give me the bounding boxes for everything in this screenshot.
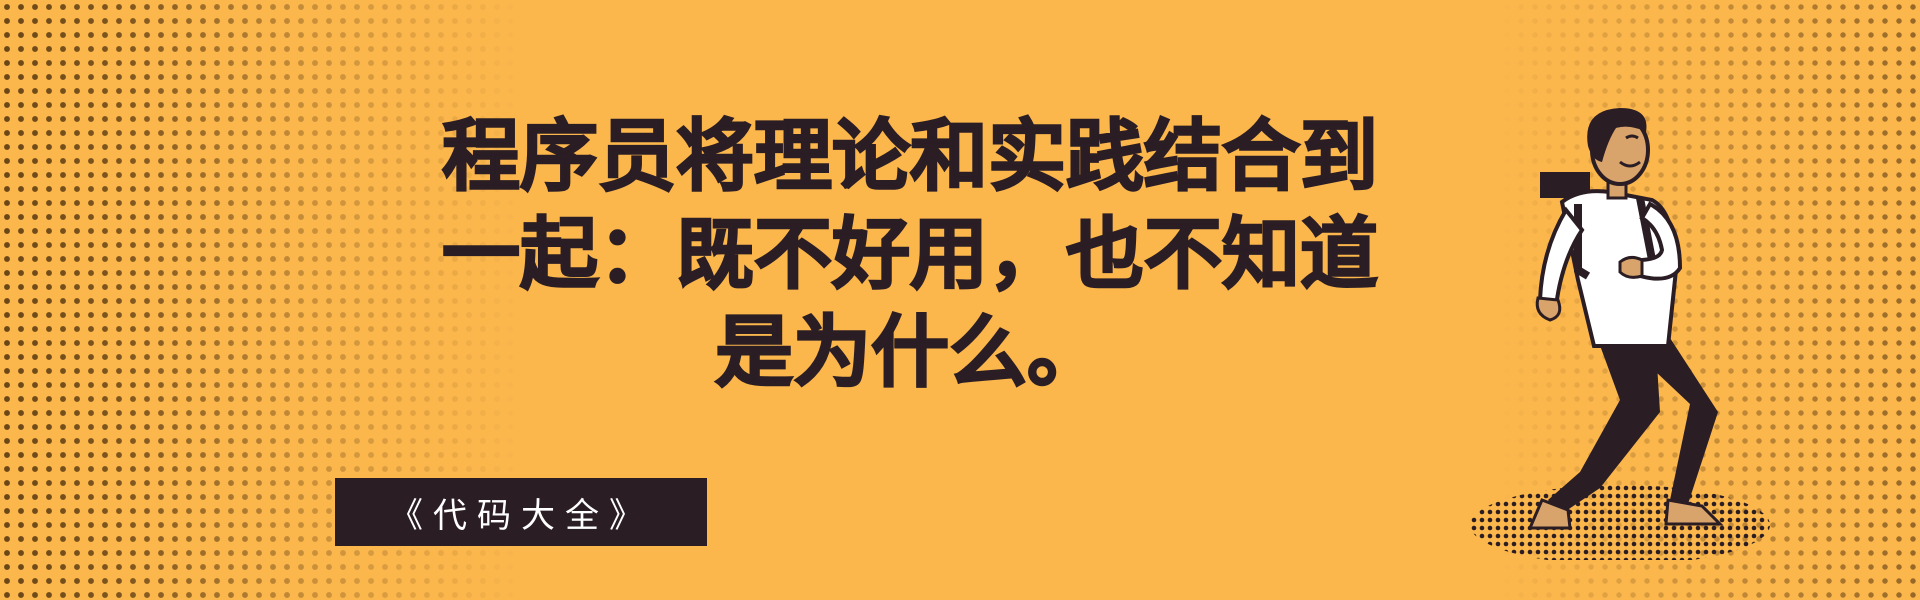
hiker-hair	[1587, 108, 1647, 162]
quote-line-2: 一起：既不好用，也不知道	[441, 209, 1379, 301]
quote-headline: 程序员将理论和实践结合到 一起：既不好用，也不知道 是为什么。	[430, 108, 1390, 402]
hiker-eye	[1625, 134, 1639, 140]
hiker-smile	[1619, 160, 1641, 168]
ground-shadow	[1470, 485, 1770, 560]
book-title-label: 《代码大全》	[389, 495, 653, 536]
hiker-front-leg	[1620, 338, 1718, 504]
hiker-back-leg	[1548, 340, 1660, 515]
quote-line-3: 是为什么。	[714, 307, 1106, 399]
quote-line-1: 程序员将理论和实践结合到	[441, 111, 1379, 203]
hiker-front-shoe	[1664, 498, 1724, 526]
hiker-back-hand	[1535, 296, 1562, 322]
hiker-back-shoe	[1527, 498, 1572, 530]
hiker-front-hand	[1618, 255, 1644, 279]
book-title-badge: 《代码大全》	[335, 478, 707, 546]
hiker-with-backpack-icon	[1470, 108, 1770, 560]
